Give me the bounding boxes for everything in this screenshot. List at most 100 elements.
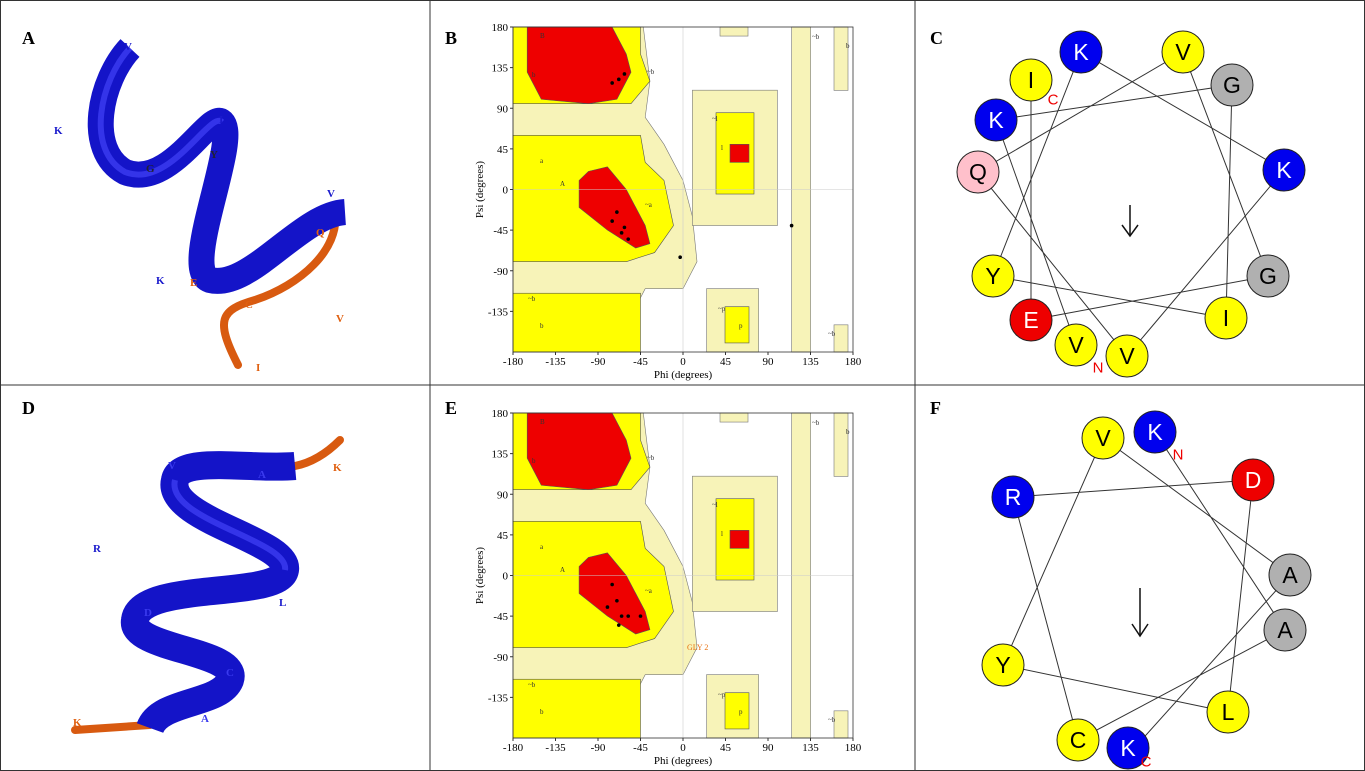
x-tick-label: -45 [633,356,648,368]
x-tick-label: 45 [720,356,732,368]
y-tick-label: 180 [492,408,509,420]
region-label: b [540,708,544,716]
residue-point [620,231,624,235]
region-label: ~b [812,419,820,427]
x-tick-label: 0 [680,742,686,754]
x-tick-label: -135 [545,356,566,368]
residue-label: A [258,469,266,481]
y-tick-label: -135 [488,306,509,318]
y-tick-label: -135 [488,692,509,704]
wheel-residue: Q [969,159,987,185]
annotation: GLY 2 [687,643,708,652]
residue-label: V [124,41,132,53]
wheel-residue: A [1277,617,1293,643]
region-label: ~b [528,295,536,303]
region-label: l [721,144,723,152]
y-tick-label: 0 [503,571,509,583]
residue-label: Y [210,149,218,161]
residue-point [623,226,627,230]
residue-label: C [226,667,234,679]
residue-point [639,614,643,618]
region-label: b [540,322,544,330]
y-tick-label: 45 [497,530,509,542]
y-tick-label: -90 [493,652,508,664]
helix-structure [75,440,340,730]
residue-point [617,623,621,627]
x-tick-label: 90 [763,356,775,368]
panel-label: B [445,28,457,48]
panel-label: F [930,398,941,418]
wheel-residue: K [1073,39,1089,65]
panel-label: C [930,28,943,48]
residue-label: K [333,462,342,474]
helical-wheel: V K G I Y K K V Q V G E I N C [957,31,1305,377]
panel-label: D [22,398,35,418]
residue-point [623,72,627,76]
y-tick-label: -90 [493,266,508,278]
residue-point [790,224,794,228]
ramachandran-plot: B b a A ~b ~l l ~a ~p p ~b b ~b b ~b GLY… [474,408,862,767]
region-label: ~l [712,115,718,123]
x-tick-label: 0 [680,356,686,368]
region-label: ~a [645,587,653,595]
x-tick-label: 135 [802,742,819,754]
region-label: ~b [647,454,655,462]
n-terminus: N [1093,360,1104,377]
y-tick-label: 90 [497,489,509,501]
x-tick-label: -180 [503,356,524,368]
wheel-residue: K [1120,735,1136,761]
region-label: ~b [828,716,836,724]
wheel-residue: V [1175,39,1191,65]
residue-point [626,614,630,618]
residue-point [615,210,619,214]
residue-point [617,78,621,82]
x-tick-label: 180 [845,742,862,754]
figure: A B C D E F V K I G Y V Q K E C V I V A … [0,0,1365,771]
region-label: ~a [645,201,653,209]
x-tick-label: -180 [503,742,524,754]
wheel-residue: D [1245,467,1262,493]
wheel-residue: G [1223,72,1241,98]
ramachandran-plot: B b a A ~b ~l l ~a ~p p ~b b ~b b ~b -18… [474,22,862,381]
y-tick-label: 180 [492,22,509,34]
residue-label: V [168,460,176,472]
region-label: A [560,180,565,188]
wheel-residue: K [1276,157,1292,183]
region-label: B [540,418,545,426]
residue-label: L [279,597,286,609]
region-label: ~b [647,68,655,76]
residue-point [626,237,630,241]
wheel-residue: V [1068,332,1084,358]
y-axis-title: Psi (degrees) [474,547,486,604]
x-tick-label: -135 [545,742,566,754]
residue-label: I [219,114,223,126]
region-label: ~l [712,501,718,509]
region-label: ~b [812,33,820,41]
region-label: B [540,32,545,40]
region-label: b [846,42,850,50]
wheel-residue: C [1070,727,1087,753]
helix-structure [101,48,345,365]
residue-point [615,599,619,603]
n-terminus: N [1173,447,1184,464]
c-terminus: C [1048,92,1059,109]
x-tick-label: 45 [720,742,732,754]
region-label: l [721,530,723,538]
residue-label: V [327,188,335,200]
residue-label: K [54,125,63,137]
residue-point [678,255,682,259]
y-tick-label: -45 [493,611,508,623]
wheel-residue: Y [985,263,1000,289]
wheel-residue: K [1147,419,1163,445]
page: {"panel_labels": ["A", "B", "C", "D", "E… [0,0,1365,771]
region-label: ~b [528,681,536,689]
wheel-residue: Y [995,652,1010,678]
panel-label: A [22,28,35,48]
region-label: b [532,71,536,79]
residue-point [620,614,624,618]
region-label: ~p [718,305,726,313]
region-label: b [532,457,536,465]
y-tick-label: 135 [492,449,509,461]
residue-label: D [144,607,152,619]
x-tick-label: -90 [591,742,606,754]
